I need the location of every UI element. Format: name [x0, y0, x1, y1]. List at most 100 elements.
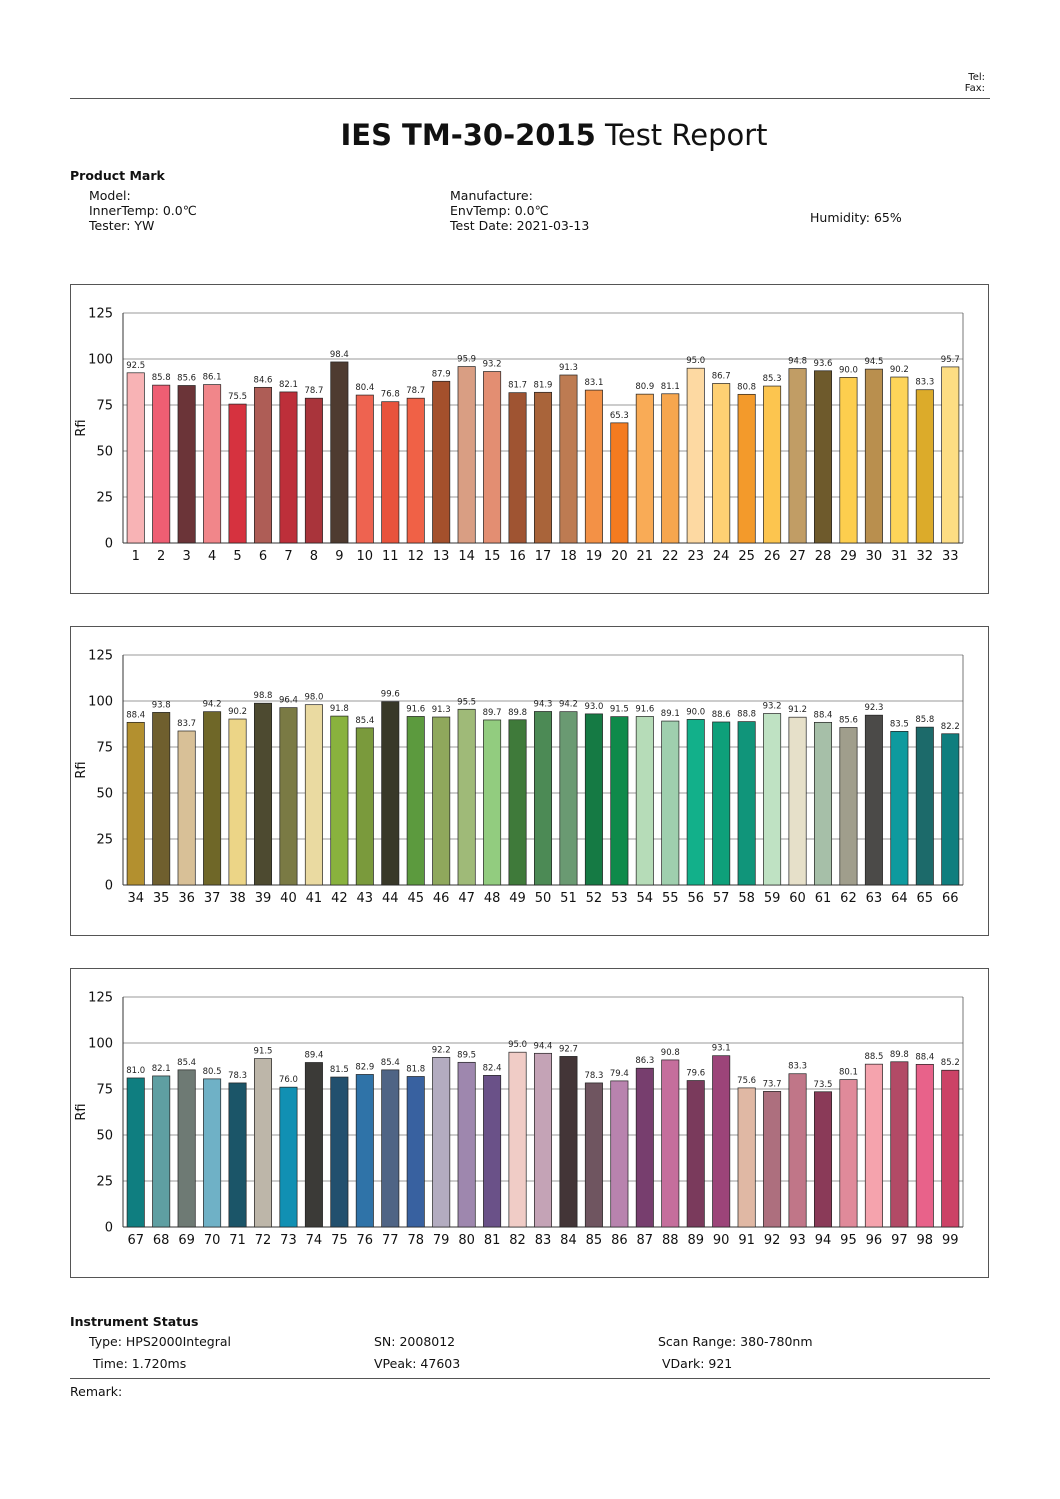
x-tick-label: 88: [662, 1233, 679, 1248]
x-tick-label: 39: [255, 891, 272, 906]
x-tick-label: 67: [127, 1233, 144, 1248]
x-tick-label: 45: [407, 891, 424, 906]
bar-value-label: 91.5: [610, 705, 629, 715]
bar: [330, 361, 349, 544]
y-axis-label: Rfi: [74, 1103, 89, 1120]
bar-value-label: 88.4: [126, 710, 145, 720]
x-tick-label: 70: [204, 1233, 221, 1248]
x-tick-label: 85: [586, 1233, 603, 1248]
bar: [228, 403, 247, 544]
humidity-field: Humidity: 65%: [810, 210, 902, 225]
bar-value-label: 98.0: [304, 693, 323, 703]
bar: [177, 1069, 196, 1228]
bar: [381, 401, 400, 544]
bar: [915, 1063, 934, 1228]
bar: [406, 1076, 425, 1228]
bar: [406, 397, 425, 544]
bar-value-label: 80.5: [203, 1067, 222, 1077]
y-tick-label: 125: [88, 649, 113, 664]
bar: [737, 393, 756, 544]
x-tick-label: 48: [484, 891, 501, 906]
x-tick-label: 43: [357, 891, 374, 906]
bar: [559, 711, 578, 886]
bar-value-label: 83.7: [177, 719, 196, 729]
x-tick-label: 69: [178, 1233, 195, 1248]
bar: [432, 1057, 451, 1228]
y-tick-label: 50: [96, 787, 113, 802]
bar: [304, 1062, 323, 1228]
bar: [457, 1061, 476, 1228]
bar-value-label: 88.6: [712, 710, 731, 720]
bar-value-label: 93.0: [584, 702, 603, 712]
bar-value-label: 94.5: [864, 357, 883, 367]
bar-value-label: 92.2: [432, 1045, 451, 1055]
x-tick-label: 4: [208, 549, 216, 564]
x-tick-label: 95: [840, 1233, 857, 1248]
report-title: IES TM-30-2015 Test Report: [0, 118, 1060, 152]
x-tick-label: 93: [789, 1233, 806, 1248]
bar: [864, 368, 883, 544]
bar-value-label: 78.3: [228, 1071, 247, 1081]
x-tick-label: 1: [132, 549, 140, 564]
bar: [508, 1051, 527, 1228]
x-tick-label: 30: [866, 549, 883, 564]
bar: [839, 377, 858, 544]
x-tick-label: 3: [182, 549, 190, 564]
bar-value-label: 85.4: [177, 1058, 196, 1068]
contact-info: Tel: Fax:: [965, 72, 985, 94]
rfi-bar-chart-3: 0 25 50 75 100 125 Rfi 81.0 67 82.1 68 85.4 69 80.5 70…: [74, 991, 964, 1248]
bar: [508, 392, 527, 544]
x-tick-label: 96: [866, 1233, 883, 1248]
bar: [279, 391, 298, 544]
bar: [533, 391, 553, 544]
bar-value-label: 87.9: [432, 369, 451, 379]
bar: [355, 394, 374, 544]
bar: [381, 701, 400, 886]
x-tick-label: 57: [713, 891, 730, 906]
instrument-vpeak: VPeak: 47603: [374, 1356, 461, 1371]
x-tick-label: 76: [357, 1233, 374, 1248]
x-tick-label: 73: [280, 1233, 297, 1248]
bar: [355, 727, 374, 886]
bar-value-label: 91.6: [406, 704, 425, 714]
bar-value-label: 82.2: [941, 722, 960, 732]
bar: [610, 716, 629, 886]
bar-value-label: 92.3: [864, 703, 883, 713]
bar: [457, 708, 476, 886]
bar-value-label: 85.6: [177, 373, 196, 383]
bar: [635, 716, 654, 886]
bar: [203, 711, 222, 886]
x-tick-label: 44: [382, 891, 399, 906]
bar-value-label: 98.4: [330, 350, 349, 360]
report-title-bold: IES TM-30-2015: [340, 118, 596, 152]
y-tick-label: 125: [88, 991, 113, 1006]
bar-value-label: 85.8: [152, 373, 171, 383]
bar: [813, 1091, 833, 1228]
bar: [253, 1058, 273, 1228]
bar-value-label: 76.0: [279, 1075, 298, 1085]
bar-value-label: 73.5: [814, 1080, 833, 1090]
bar: [584, 1082, 603, 1228]
bar-value-label: 85.6: [839, 715, 858, 725]
bar: [661, 720, 680, 886]
x-tick-label: 35: [153, 891, 170, 906]
x-tick-label: 18: [560, 549, 577, 564]
bar: [355, 1074, 374, 1228]
x-tick-label: 74: [306, 1233, 323, 1248]
instrument-time: Time: 1.720ms: [93, 1356, 187, 1371]
rfi-bar-chart-2: 0 25 50 75 100 125 Rfi 88.4 34 93.8 35 83.7 36 94.2 37…: [74, 649, 964, 906]
instrument-vdark: VDark: 921: [662, 1356, 733, 1371]
product-mark-heading: Product Mark: [70, 168, 165, 183]
bar-value-label: 93.1: [712, 1044, 731, 1054]
bar: [253, 386, 273, 544]
bar-value-label: 88.4: [915, 1052, 934, 1062]
bar: [203, 384, 222, 544]
bar-value-label: 80.4: [355, 383, 374, 393]
bar-value-label: 91.8: [330, 704, 349, 714]
x-tick-label: 8: [310, 549, 318, 564]
bar-value-label: 91.2: [788, 705, 807, 715]
bar-value-label: 81.7: [508, 381, 527, 391]
bar: [508, 719, 527, 886]
env-temp-field: EnvTemp: 0.0℃: [450, 203, 549, 218]
bar: [686, 1080, 705, 1228]
